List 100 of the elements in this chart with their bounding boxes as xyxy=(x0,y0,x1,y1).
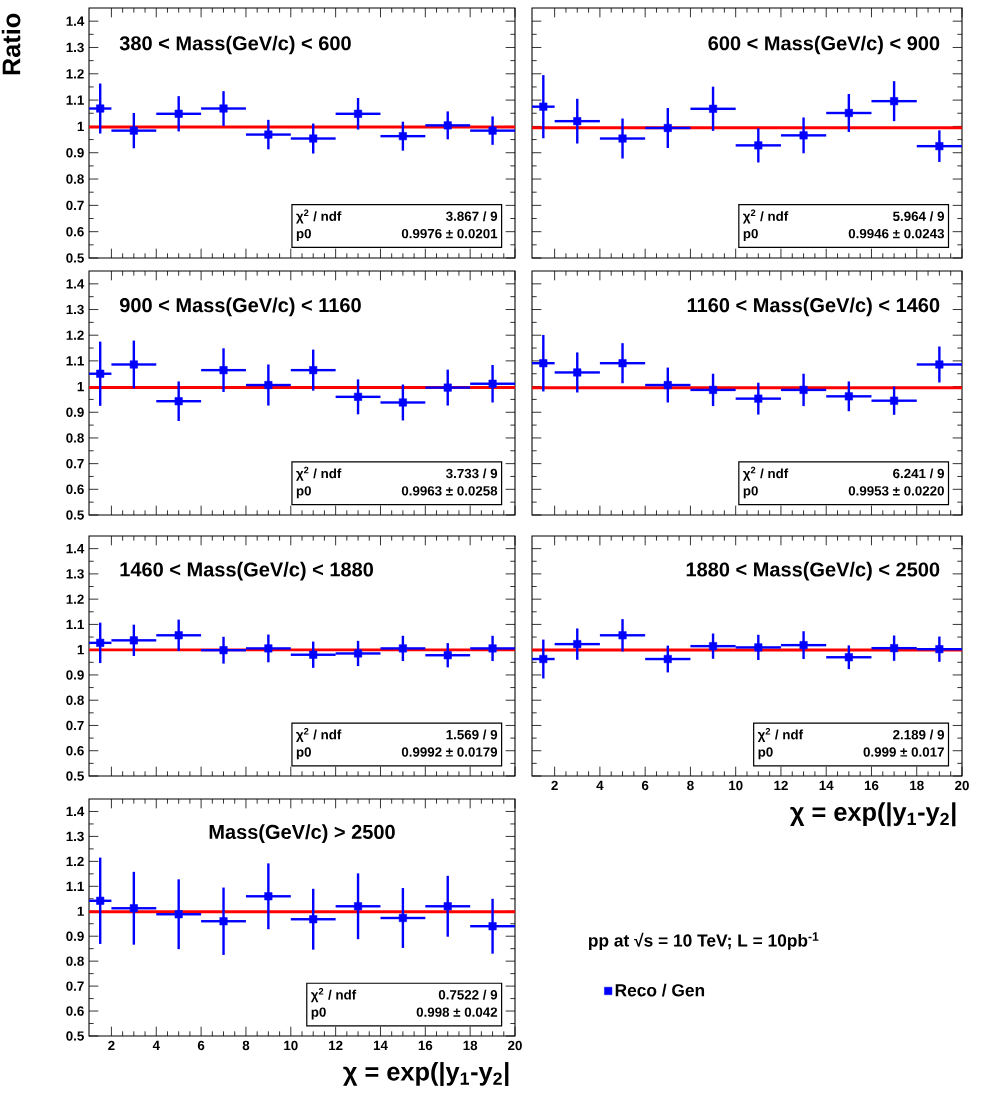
text: 380 < Mass(GeV/c) < 600 xyxy=(119,35,351,55)
annotation: χ$^{2}$ / ndf xyxy=(742,466,789,481)
annotation: p0 xyxy=(296,228,311,241)
annotation: 0.9953 ± 0.0220 xyxy=(848,486,944,496)
y-tick-label: 0.9 xyxy=(66,670,84,680)
y-tick-label: 0.8 xyxy=(66,433,84,443)
x-tick-label: 2 xyxy=(551,780,558,791)
annotation: χ$^{2}$ / ndf xyxy=(296,209,342,224)
text: 600 < Mass(GeV/c) < 900 xyxy=(708,35,940,55)
annotation: χ$^{2}$ / ndf xyxy=(296,466,342,481)
x-tick-label: 4 xyxy=(596,780,604,790)
annotation: 1.569 / 9 xyxy=(446,729,498,740)
y-tick-label: 0.5 xyxy=(66,510,84,520)
x-tick-label: 16 xyxy=(418,1040,433,1051)
y-tick-label: 1.2 xyxy=(66,330,84,340)
annotation: 5.964 / 9 xyxy=(893,211,944,222)
x-axis-title: χ = exp(|y$_{1}$-y$_{2}$| xyxy=(790,802,956,827)
x-tick-label: 14 xyxy=(373,1040,388,1050)
y-tick-label: 0.9 xyxy=(66,148,84,158)
y-tick-label: 0.5 xyxy=(66,1031,84,1041)
y-tick-label: 0.6 xyxy=(66,746,84,756)
text: 1460 < Mass(GeV/c) < 1880 xyxy=(120,561,374,581)
y-tick-label: 0.6 xyxy=(66,226,84,237)
y-tick-label: 1.1 xyxy=(66,881,84,891)
y-tick-label: 1 xyxy=(77,121,84,131)
x-tick-label: 6 xyxy=(641,780,649,791)
x-tick-label: 20 xyxy=(508,1040,522,1051)
annotation: 0.9976 ± 0.0201 xyxy=(401,228,498,239)
x-tick-label: 16 xyxy=(864,780,879,791)
y-tick-label: 1 xyxy=(77,645,84,655)
y-tick-label: 1.2 xyxy=(66,856,84,867)
x-tick-label: 2 xyxy=(108,1040,115,1051)
x-tick-label: 10 xyxy=(729,780,743,791)
y-tick-label: 0.5 xyxy=(66,771,84,781)
y-tick-label: 0.6 xyxy=(66,484,84,495)
y-tick-label: 0.6 xyxy=(66,1006,84,1016)
annotation: 0.9963 ± 0.0258 xyxy=(401,486,498,496)
x-tick-label: 8 xyxy=(687,780,694,791)
annotation: p0 xyxy=(758,747,773,760)
annotation: 6.241 / 9 xyxy=(893,468,944,479)
annotation: p0 xyxy=(743,486,758,499)
annotation: 3.867 / 9 xyxy=(446,211,498,222)
annotation: χ$^{2}$ / ndf xyxy=(296,727,342,743)
y-tick-label: 1.3 xyxy=(66,569,84,579)
text: 900 < Mass(GeV/c) < 1160 xyxy=(119,297,361,317)
y-axis-title: Ratio xyxy=(1,13,21,75)
x-tick-label: 14 xyxy=(819,780,834,790)
y-tick-label: 1.4 xyxy=(66,544,85,554)
x-tick-label: 12 xyxy=(329,1040,343,1051)
x-tick-label: 4 xyxy=(152,1040,160,1050)
annotation: p0 xyxy=(743,228,758,241)
x-tick-label: 12 xyxy=(774,780,788,791)
y-tick-label: 1 xyxy=(77,906,84,916)
x-tick-label: 18 xyxy=(463,1040,478,1051)
annotation: χ$^{2}$ / ndf xyxy=(757,727,804,743)
x-tick-label: 18 xyxy=(910,780,924,791)
annotation: 3.733 / 9 xyxy=(446,468,498,479)
text: Mass(GeV/c) > 2500 xyxy=(209,824,395,843)
y-tick-label: 0.8 xyxy=(66,695,84,705)
x-tick-label: 6 xyxy=(197,1040,205,1051)
annotation: p0 xyxy=(296,747,311,760)
annotation: 0.7522 / 9 xyxy=(438,989,498,1000)
y-tick-label: 0.5 xyxy=(66,253,84,263)
x-axis-title: χ = exp(|y$_{1}$-y$_{2}$| xyxy=(343,1062,509,1087)
y-tick-label: 0.9 xyxy=(66,931,84,941)
annotation: 0.998 ± 0.042 xyxy=(416,1007,498,1017)
y-tick-label: 1.3 xyxy=(66,42,84,53)
y-tick-label: 1.1 xyxy=(66,619,84,629)
x-tick-label: 8 xyxy=(242,1040,250,1051)
y-tick-label: 0.8 xyxy=(66,956,84,966)
y-tick-label: 1.2 xyxy=(66,594,84,604)
y-tick-label: 1.2 xyxy=(66,69,84,79)
text: 1160 < Mass(GeV/c) < 1460 xyxy=(687,297,940,317)
annotation: 2.189 / 9 xyxy=(893,729,944,740)
y-tick-label: 0.7 xyxy=(66,981,84,991)
y-tick-label: 1.3 xyxy=(66,304,84,315)
y-tick-label: 0.7 xyxy=(66,458,84,469)
text: 1880 < Mass(GeV/c) < 2500 xyxy=(686,561,940,581)
annotation: χ$^{2}$ / ndf xyxy=(310,988,357,1003)
annotation: 0.9946 ± 0.0243 xyxy=(848,228,945,239)
text: pp at √s = 10 TeV; L = 10pb$^{-1}$ xyxy=(589,932,819,951)
annotation: 0.9992 ± 0.0179 xyxy=(401,747,498,757)
annotation: χ$^{2}$ / ndf xyxy=(742,209,789,224)
y-tick-label: 1.1 xyxy=(66,95,84,105)
annotation: p0 xyxy=(311,1007,326,1020)
x-tick-label: 20 xyxy=(955,780,969,791)
y-tick-label: 1.3 xyxy=(66,831,84,842)
annotation: p0 xyxy=(296,486,311,499)
y-tick-label: 0.9 xyxy=(66,407,84,417)
y-tick-label: 0.7 xyxy=(66,200,84,211)
y-tick-label: 0.8 xyxy=(66,174,84,184)
legend-label: Reco / Gen xyxy=(615,983,705,997)
y-tick-label: 1.4 xyxy=(66,279,85,289)
x-tick-label: 10 xyxy=(284,1040,298,1051)
y-tick-label: 1.1 xyxy=(66,356,84,366)
y-tick-label: 1 xyxy=(77,381,84,392)
y-tick-label: 1.4 xyxy=(66,806,85,817)
y-tick-label: 0.7 xyxy=(66,720,84,731)
y-tick-label: 1.4 xyxy=(66,16,85,26)
annotation: 0.999 ± 0.017 xyxy=(863,747,944,757)
